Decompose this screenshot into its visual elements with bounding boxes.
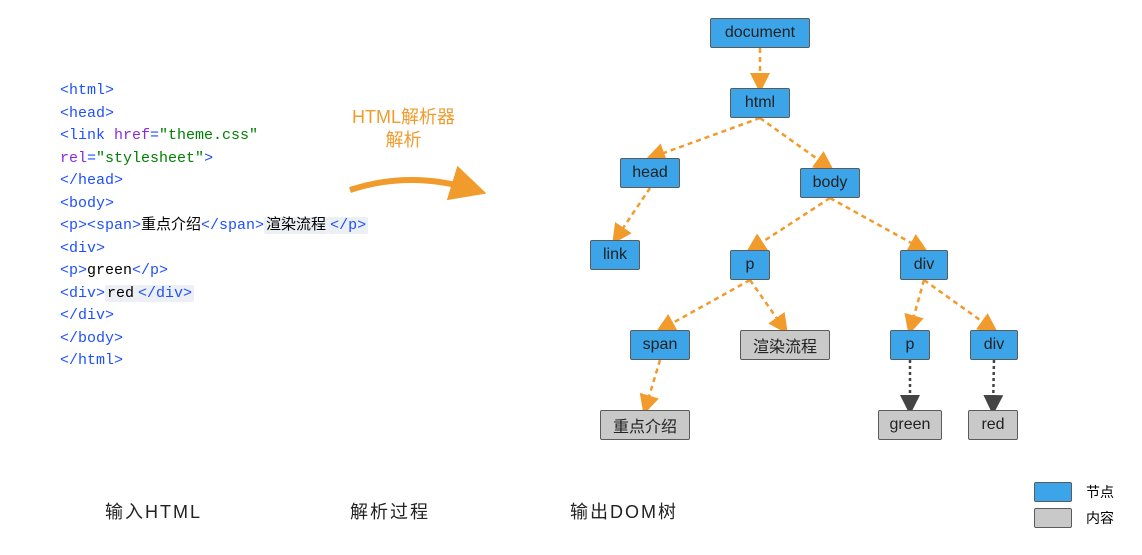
tree-node-document: document [710,18,810,48]
code-token: "theme.css" [159,127,258,144]
parser-arrow-icon [340,160,490,220]
bottom-label-output: 输出DOM树 [570,498,678,524]
code-line: rel="stylesheet"> [60,148,368,171]
tree-edge [615,188,650,240]
tree-edge [660,280,750,330]
legend-row-node: 节点 [1034,482,1114,502]
legend-row-content: 内容 [1034,508,1114,528]
legend-content-swatch [1034,508,1072,528]
tree-edge [830,198,924,250]
code-line: </html> [60,350,368,373]
tree-edge [750,198,830,250]
code-line: </head> [60,170,368,193]
tree-node-html: html [730,88,790,118]
code-token: rel [60,150,87,167]
tree-edge [910,280,924,330]
code-token: green [87,262,132,279]
code-line: <link href="theme.css" [60,125,368,148]
tree-node-body: body [800,168,860,198]
parser-label-line2: 解析 [352,129,455,152]
tree-node-div1: div [900,250,948,280]
code-token: <link [60,127,114,144]
code-line: </div> [60,305,368,328]
tree-text-txt2: 重点介绍 [600,410,690,440]
code-line: <html> [60,80,368,103]
code-line: </body> [60,328,368,351]
tree-node-head: head [620,158,680,188]
code-token: <p><span> [60,217,141,234]
code-token: 渲染流程 [264,217,328,234]
code-token: <html> [60,82,114,99]
legend-content-label: 内容 [1086,508,1114,528]
input-html-code: <html> <head> <link href="theme.css"rel=… [60,80,368,373]
bottom-label-parse: 解析过程 [350,498,430,524]
code-line: <div>red</div> [60,283,368,306]
code-token: <div> [60,285,105,302]
code-line: <p>green</p> [60,260,368,283]
code-token: </span> [201,217,264,234]
tree-edge [993,360,994,410]
tree-edge [924,280,994,330]
code-token: <p> [60,262,87,279]
parser-label-line1: HTML解析器 [352,106,455,129]
tree-text-txt4: red [968,410,1018,440]
code-token: </body> [60,330,123,347]
code-token: <body> [60,195,114,212]
code-token: </p> [132,262,168,279]
tree-edge [750,280,785,330]
code-token: red [105,285,136,302]
code-token: href [114,127,150,144]
tree-node-span: span [630,330,690,360]
code-token: 重点介绍 [141,217,201,234]
code-line: <p><span>重点介绍</span>渲染流程</p> [60,215,368,238]
bottom-label-input: 输入HTML [105,498,202,524]
code-token: <div> [60,240,105,257]
tree-node-div2: div [970,330,1018,360]
code-token: "stylesheet" [96,150,204,167]
code-token: = [150,127,159,144]
tree-edge [645,360,660,410]
code-token: > [204,150,213,167]
code-token: </div> [136,285,194,302]
tree-node-p1: p [730,250,770,280]
tree-edge [650,118,760,158]
code-token: <head> [60,105,114,122]
tree-node-p2: p [890,330,930,360]
tree-edge [760,118,830,168]
code-token: </head> [60,172,123,189]
tree-text-txt1: 渲染流程 [740,330,830,360]
diagram-root: <html> <head> <link href="theme.css"rel=… [0,0,1142,555]
dom-tree: document html head body link p div span 渲染流程 p div… [520,10,1080,480]
code-token: </html> [60,352,123,369]
code-line: <div> [60,238,368,261]
tree-node-link: link [590,240,640,270]
code-line: <head> [60,103,368,126]
parser-label: HTML解析器 解析 [352,106,455,153]
legend-node-swatch [1034,482,1072,502]
legend: 节点 内容 [1034,482,1114,534]
tree-text-txt3: green [878,410,942,440]
code-token: = [87,150,96,167]
code-token: </div> [60,307,114,324]
legend-node-label: 节点 [1086,482,1114,502]
code-line: <body> [60,193,368,216]
